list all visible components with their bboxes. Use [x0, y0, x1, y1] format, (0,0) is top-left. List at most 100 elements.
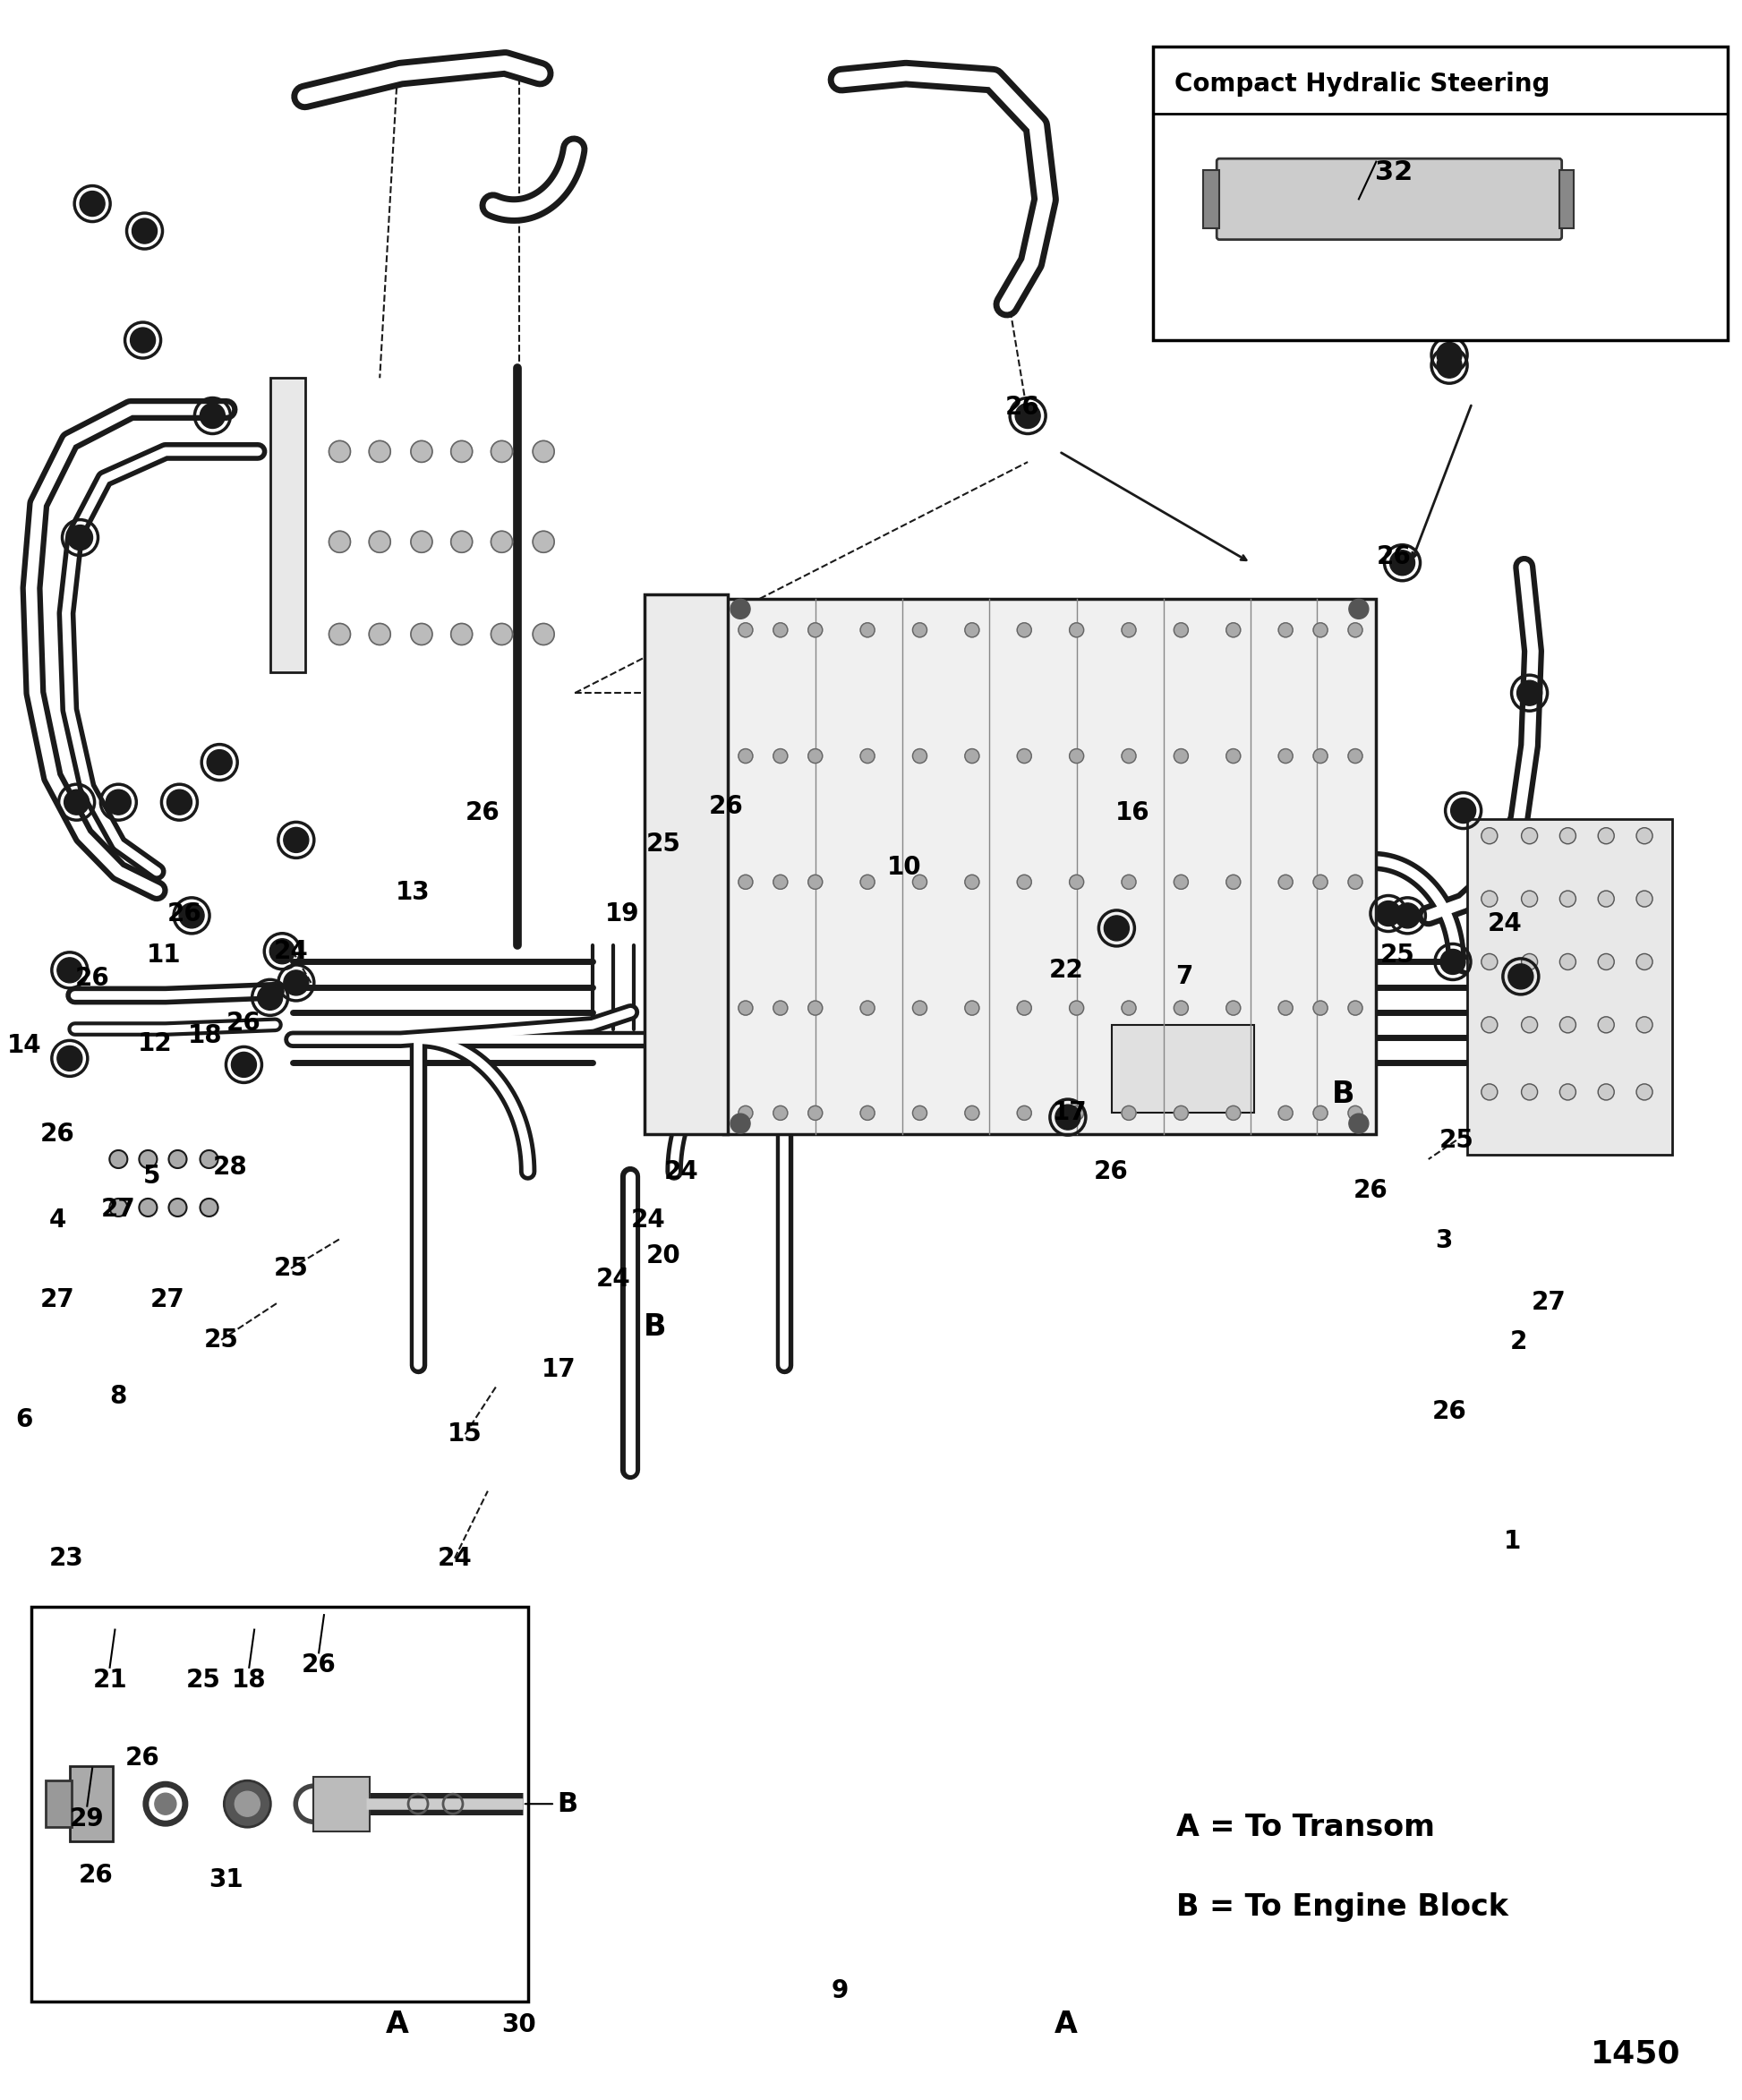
Circle shape: [1070, 876, 1084, 888]
Circle shape: [1279, 1002, 1293, 1014]
Text: 27: 27: [40, 1287, 75, 1312]
Circle shape: [1559, 827, 1577, 844]
Text: 26: 26: [1005, 395, 1040, 420]
Circle shape: [1122, 1107, 1136, 1119]
Circle shape: [773, 876, 787, 888]
Circle shape: [1348, 750, 1362, 762]
Circle shape: [1070, 624, 1084, 636]
Text: B: B: [524, 1791, 578, 1816]
Text: 10: 10: [887, 855, 922, 880]
Text: 14: 14: [7, 1033, 42, 1058]
Circle shape: [451, 441, 472, 462]
Circle shape: [1016, 403, 1040, 428]
Circle shape: [808, 1107, 822, 1119]
Circle shape: [1313, 1002, 1327, 1014]
Circle shape: [773, 1107, 787, 1119]
Circle shape: [1017, 876, 1031, 888]
Circle shape: [808, 876, 822, 888]
Circle shape: [1636, 827, 1653, 844]
Text: 24: 24: [437, 1546, 472, 1571]
Circle shape: [451, 624, 472, 645]
Circle shape: [329, 624, 350, 645]
Circle shape: [1348, 624, 1362, 636]
Circle shape: [1070, 1002, 1084, 1014]
Circle shape: [1226, 750, 1240, 762]
Text: 25: 25: [204, 1327, 239, 1352]
Text: 26: 26: [75, 966, 110, 991]
Circle shape: [965, 1002, 979, 1014]
Text: 3: 3: [1435, 1228, 1453, 1254]
Circle shape: [965, 624, 979, 636]
Circle shape: [200, 403, 225, 428]
Circle shape: [1174, 1002, 1188, 1014]
Circle shape: [1279, 624, 1293, 636]
Circle shape: [1395, 903, 1420, 928]
Circle shape: [270, 939, 294, 964]
Text: 24: 24: [273, 939, 308, 964]
Circle shape: [1174, 624, 1188, 636]
Circle shape: [284, 827, 308, 853]
Circle shape: [1441, 949, 1465, 974]
Circle shape: [1636, 953, 1653, 970]
Circle shape: [139, 1199, 157, 1216]
Text: B: B: [643, 1312, 667, 1342]
Text: 27: 27: [1531, 1289, 1566, 1315]
Circle shape: [57, 1046, 82, 1071]
Circle shape: [491, 441, 512, 462]
Circle shape: [369, 624, 390, 645]
Circle shape: [1559, 890, 1577, 907]
Circle shape: [773, 1002, 787, 1014]
Circle shape: [411, 624, 432, 645]
Bar: [645, 594, 728, 1134]
Circle shape: [1226, 1002, 1240, 1014]
Circle shape: [1017, 624, 1031, 636]
Circle shape: [1122, 750, 1136, 762]
Text: 25: 25: [186, 1667, 221, 1693]
Circle shape: [1279, 876, 1293, 888]
Text: 26: 26: [125, 1745, 160, 1770]
Circle shape: [1376, 901, 1401, 926]
Text: 28: 28: [213, 1155, 247, 1180]
Circle shape: [739, 1002, 753, 1014]
Circle shape: [1122, 624, 1136, 636]
Text: 26: 26: [226, 1010, 261, 1035]
Circle shape: [329, 441, 350, 462]
Circle shape: [730, 598, 751, 619]
Circle shape: [533, 624, 554, 645]
Circle shape: [861, 876, 874, 888]
Circle shape: [1521, 890, 1538, 907]
Circle shape: [1279, 1107, 1293, 1119]
Bar: [1153, 46, 1728, 340]
Bar: [1204, 170, 1219, 229]
Circle shape: [1481, 890, 1498, 907]
Circle shape: [132, 218, 157, 244]
Circle shape: [1517, 680, 1542, 706]
Circle shape: [329, 531, 350, 552]
Circle shape: [1313, 876, 1327, 888]
Circle shape: [1509, 964, 1533, 989]
Circle shape: [1348, 598, 1369, 619]
Circle shape: [739, 876, 753, 888]
Text: B: B: [1331, 1079, 1355, 1109]
Text: 29: 29: [70, 1806, 105, 1831]
Text: B = To Engine Block: B = To Engine Block: [1176, 1892, 1509, 1922]
Text: 26: 26: [167, 901, 202, 926]
Circle shape: [139, 1151, 157, 1168]
Text: 32: 32: [1374, 160, 1413, 185]
Circle shape: [913, 876, 927, 888]
Circle shape: [1313, 1107, 1327, 1119]
Text: 13: 13: [395, 880, 430, 905]
Text: 7: 7: [1176, 964, 1193, 989]
Text: 4: 4: [49, 1207, 66, 1233]
Circle shape: [1636, 1016, 1653, 1033]
Text: 1450: 1450: [1590, 2039, 1681, 2068]
Text: 11: 11: [146, 943, 181, 968]
Circle shape: [169, 1151, 186, 1168]
Circle shape: [861, 1107, 874, 1119]
Circle shape: [913, 750, 927, 762]
Circle shape: [369, 441, 390, 462]
Bar: [723, 598, 1376, 1134]
Circle shape: [1313, 750, 1327, 762]
Text: 26: 26: [709, 794, 744, 819]
Circle shape: [64, 790, 89, 815]
